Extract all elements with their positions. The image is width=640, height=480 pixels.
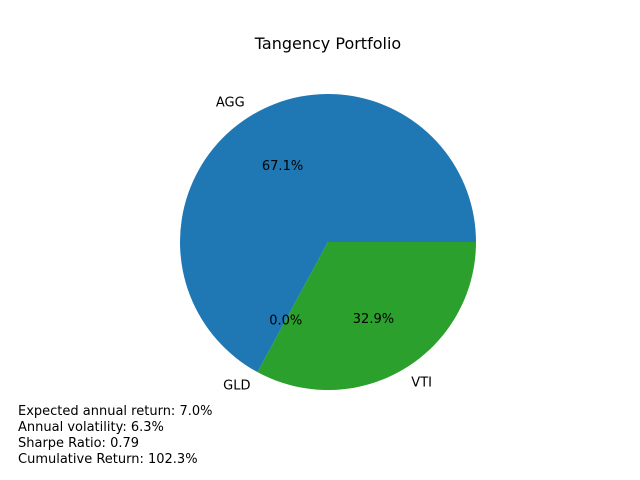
chart-title: Tangency Portfolio <box>254 34 401 53</box>
slice-label-vti: VTI <box>411 375 432 390</box>
slice-pct-vti: 32.9% <box>353 312 394 327</box>
pie-slice-agg <box>180 94 476 373</box>
slice-pct-agg: 67.1% <box>262 159 303 174</box>
cumulative-return-text: Cumulative Return: 102.3% <box>18 452 198 467</box>
slice-label-gld: GLD <box>223 379 250 394</box>
expected-return-text: Expected annual return: 7.0% <box>18 404 213 419</box>
portfolio-stats: Expected annual return: 7.0% Annual vola… <box>18 404 212 468</box>
slice-label-agg: AGG <box>216 96 245 111</box>
sharpe-text: Sharpe Ratio: 0.79 <box>18 436 140 451</box>
pie-slice-vti <box>257 242 476 390</box>
volatility-text: Annual volatility: 6.3% <box>18 420 164 435</box>
slice-pct-gld: 0.0% <box>269 314 302 329</box>
